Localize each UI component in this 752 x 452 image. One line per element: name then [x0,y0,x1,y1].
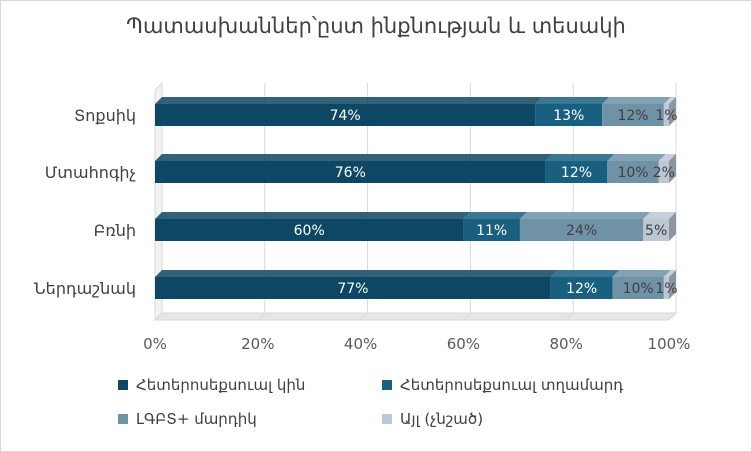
x-tick-label: 40% [344,335,377,353]
data-label: 1% [655,108,677,124]
bar-segment [535,104,603,126]
bar-top-face [602,97,671,104]
floor [153,312,678,321]
gridline-floor [360,312,368,321]
x-tick-label: 80% [550,335,583,353]
bar-top-face [612,270,671,277]
legend-label: Հետերոսեքսուալ տղամարդ [400,376,624,394]
legend-swatch [382,414,392,424]
bar-top-face [663,97,676,104]
bar-top-face [463,212,527,219]
category-label: Բռնի [94,221,136,240]
bar-segment [663,277,669,299]
bar-top-face [643,212,676,219]
bar-segment [658,161,669,183]
data-label: 60% [294,223,325,239]
legend-item: Այլ (չնշած) [382,410,483,428]
bar-segment [519,219,644,241]
bar-end-face [669,270,676,299]
bar-chart: 0% 20% 40% 60% 80% 100%77% 12% 10% 1%Ներդաշնակ60… [34,81,691,353]
data-label: 76% [335,165,366,181]
data-label: 74% [330,108,361,124]
x-tick-label: 0% [143,335,167,353]
x-tick-label: 60% [447,335,480,353]
data-label: 1% [655,281,677,297]
gridline-floor [257,312,266,321]
bar-top-face [658,154,676,161]
chart-title: Պատասխաններ՝ըստ ինքնության և տեսակի [126,14,626,38]
legend-swatch [118,380,128,390]
data-label: 12% [566,281,597,297]
legend-item: Հետերոսեքսուալ կին [118,376,305,394]
bar-top-face [519,212,651,219]
bar-segment [155,104,536,126]
bar-segment [643,219,669,241]
bar-end-face [669,212,676,241]
gridline-floor [154,312,163,321]
gridline-floor [463,312,471,321]
data-label: 2% [653,165,675,181]
bar-segment [550,277,613,299]
legend-label: Հետերոսեքսուալ կին [136,376,306,394]
data-label: 10% [617,165,648,181]
chart-legend: Հետերոսեքսուալ կին Հետերոսեքսուալ տղամարդ… [0,372,752,442]
bar-top-face [607,154,666,161]
legend-swatch [118,414,128,424]
bar-segment [663,104,669,126]
category-label: Տոքսիկ [74,106,136,125]
legend-label: Այլ (չնշած) [400,410,484,428]
legend-item: Հետերոսեքսուալ տղամարդ [382,376,623,394]
bar-top-face [535,97,610,104]
legend-label: ԼԳԲՏ+ մարդիկ [136,410,257,428]
category-label: Մտահոգիչ [45,163,136,182]
category-label: Ներդաշնակ [34,279,136,298]
x-tick-label: 100% [648,335,691,353]
bar-segment [607,161,659,183]
x-tick-label: 20% [241,335,274,353]
data-label: 13% [553,108,584,124]
bar-end-face [669,97,676,126]
data-label: 12% [617,108,648,124]
bar-top-face [155,97,543,104]
bar-segment [612,277,664,299]
bar-top-face [550,270,620,277]
bar-segment [602,104,664,126]
gridline-floor [565,312,574,321]
data-label: 77% [337,281,368,297]
gridline-floor [668,312,677,321]
bar-segment [463,219,520,241]
bar-top-face [545,154,615,161]
bar-end-face [669,154,676,183]
bar-top-face [663,270,676,277]
data-label: 24% [566,223,597,239]
legend-swatch [382,380,392,390]
bar-segment [155,161,546,183]
bar-segment [155,277,551,299]
bar-segment [155,219,464,241]
data-label: 5% [645,223,667,239]
data-label: 12% [561,165,592,181]
legend-item: ԼԳԲՏ+ մարդիկ [118,410,257,428]
bar-top-face [155,212,471,219]
bar-top-face [155,154,553,161]
data-label: 10% [623,281,654,297]
data-label: 11% [476,223,507,239]
bar-top-face [155,270,558,277]
bar-segment [545,161,608,183]
